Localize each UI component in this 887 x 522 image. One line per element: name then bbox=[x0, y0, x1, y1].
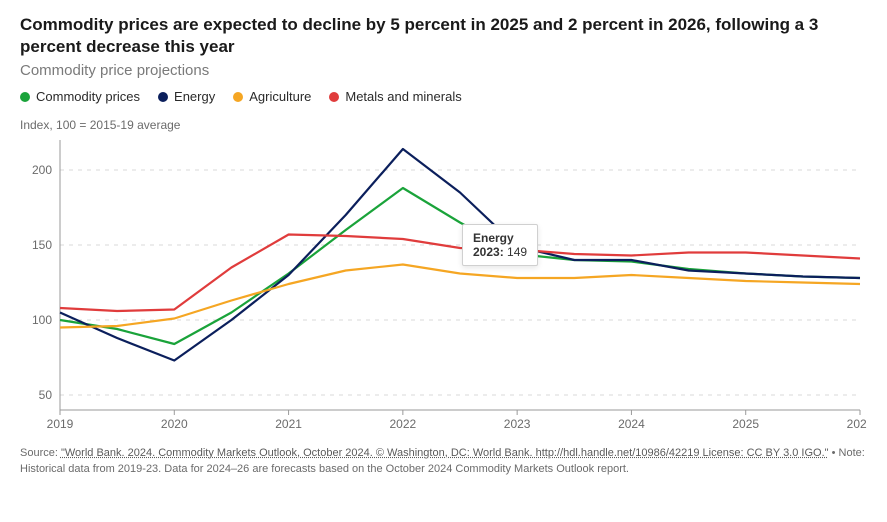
chart-plot: 50 100 150 200 2019 2020 2021 2022 2023 2024 2025 2… bbox=[20, 136, 867, 436]
svg-text:2024: 2024 bbox=[618, 417, 645, 431]
source-prefix: Source: bbox=[20, 447, 61, 459]
chart-title: Commodity prices are expected to decline… bbox=[20, 14, 867, 58]
source-footnote: Source: "World Bank. 2024. Commodity Mar… bbox=[20, 446, 867, 477]
legend: Commodity prices Energy Agriculture Metals … bbox=[20, 89, 867, 104]
svg-text:2023: 2023 bbox=[504, 417, 531, 431]
svg-text:50: 50 bbox=[39, 388, 53, 402]
svg-text:2020: 2020 bbox=[161, 417, 188, 431]
legend-dot-icon bbox=[20, 92, 30, 102]
chart-subtitle: Commodity price projections bbox=[20, 62, 867, 79]
legend-label: Commodity prices bbox=[36, 89, 140, 104]
legend-dot-icon bbox=[233, 92, 243, 102]
source-link[interactable]: "World Bank. 2024. Commodity Markets Out… bbox=[61, 447, 829, 459]
legend-label: Energy bbox=[174, 89, 215, 104]
y-axis-label: Index, 100 = 2015-19 average bbox=[20, 118, 867, 132]
svg-text:100: 100 bbox=[32, 313, 52, 327]
svg-text:2022: 2022 bbox=[390, 417, 417, 431]
svg-text:2019: 2019 bbox=[47, 417, 74, 431]
svg-text:2025: 2025 bbox=[732, 417, 759, 431]
legend-item[interactable]: Agriculture bbox=[233, 89, 311, 104]
svg-text:2021: 2021 bbox=[275, 417, 302, 431]
legend-label: Agriculture bbox=[249, 89, 311, 104]
legend-dot-icon bbox=[329, 92, 339, 102]
legend-item[interactable]: Metals and minerals bbox=[329, 89, 461, 104]
legend-item[interactable]: Energy bbox=[158, 89, 215, 104]
legend-item[interactable]: Commodity prices bbox=[20, 89, 140, 104]
chart-card: Commodity prices are expected to decline… bbox=[0, 0, 887, 522]
svg-text:150: 150 bbox=[32, 238, 52, 252]
legend-label: Metals and minerals bbox=[345, 89, 461, 104]
svg-text:200: 200 bbox=[32, 163, 52, 177]
svg-text:2026: 2026 bbox=[847, 417, 867, 431]
legend-dot-icon bbox=[158, 92, 168, 102]
line-chart-svg: 50 100 150 200 2019 2020 2021 2022 2023 2024 2025 2… bbox=[20, 136, 867, 436]
